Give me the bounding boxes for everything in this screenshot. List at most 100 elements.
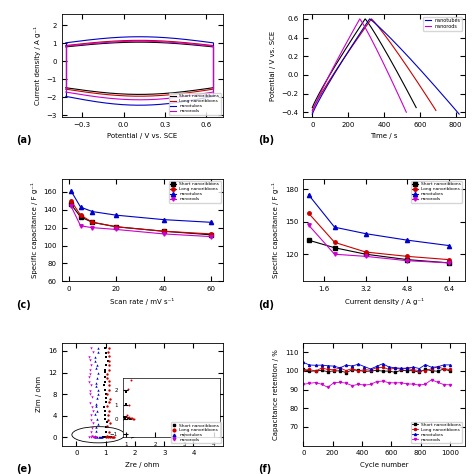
Text: (e): (e) [17,464,32,474]
Y-axis label: Specific capacitance / F g⁻¹: Specific capacitance / F g⁻¹ [31,182,38,278]
Point [102,428,110,436]
Point [85,379,92,386]
Point [101,368,109,376]
Point [105,386,112,393]
Point [104,416,111,424]
Point [87,411,94,419]
Point [92,400,100,408]
Point [100,433,107,440]
Point [105,357,113,365]
Legend: Short nanoribbons, Long nanoribbons, nanotubes, nanorods: Short nanoribbons, Long nanoribbons, nan… [169,93,220,115]
Point [91,410,99,418]
Point [101,407,109,415]
Point [105,428,113,436]
X-axis label: Zre / ohm: Zre / ohm [125,462,159,468]
Point [107,434,114,441]
Point [101,433,109,441]
Point [86,371,94,378]
Point [88,361,95,369]
Point [103,418,110,426]
Point [102,390,109,398]
Point [89,433,97,440]
Point [93,407,101,415]
Point [102,353,109,361]
Point [106,395,114,402]
Point [101,416,109,423]
Point [92,379,100,386]
Point [92,423,100,431]
Point [91,432,99,440]
Point [92,428,100,435]
Point [107,419,114,427]
Point [104,348,111,356]
Point [91,433,99,441]
Point [92,365,100,372]
Text: (d): (d) [258,300,274,310]
Point [94,394,101,401]
Legend: nanotubes, nanorods: nanotubes, nanorods [423,17,462,30]
Point [94,420,102,428]
Y-axis label: Specific capacitance / F g⁻¹: Specific capacitance / F g⁻¹ [273,182,280,278]
X-axis label: Scan rate / mV s⁻¹: Scan rate / mV s⁻¹ [110,298,174,305]
X-axis label: Current density / A g⁻¹: Current density / A g⁻¹ [345,298,423,305]
Point [95,433,102,440]
Point [86,356,94,364]
Point [103,370,111,377]
Point [107,433,114,440]
Point [102,349,109,357]
Point [93,362,100,369]
Point [100,381,108,389]
Point [94,386,101,394]
Point [87,387,94,394]
Point [88,393,95,401]
Point [85,433,92,440]
Point [105,433,112,440]
Legend: Short nanoribbons, Long nanoribbons, nanotubes, nanorods: Short nanoribbons, Long nanoribbons, nan… [411,181,462,202]
Point [89,349,96,356]
Point [103,432,111,439]
Point [106,433,114,441]
Point [105,366,113,374]
Point [91,433,99,440]
Point [86,366,93,374]
Point [94,390,102,398]
X-axis label: Cycle number: Cycle number [360,462,408,468]
Point [104,357,111,365]
Point [87,399,94,407]
Point [91,353,99,361]
Point [102,433,110,440]
Point [91,433,98,441]
Point [105,344,112,352]
Legend: Short nanoribbons, Long nanoribbons, nanotubes, nanorods: Short nanoribbons, Long nanoribbons, nan… [169,181,220,202]
Text: (f): (f) [258,464,272,474]
Point [94,348,101,356]
Point [92,402,100,410]
Point [88,403,96,410]
Y-axis label: Potential / V vs. SCE: Potential / V vs. SCE [270,30,276,100]
Point [104,423,111,430]
Legend: Short nanoribbons, Long nanoribbons, nanotubes, nanorods: Short nanoribbons, Long nanoribbons, nan… [411,421,462,443]
Point [106,377,113,384]
Point [108,433,116,441]
Point [105,382,113,389]
Point [109,433,117,441]
Point [87,433,95,440]
Point [105,362,113,369]
Point [106,408,113,415]
Point [101,366,109,374]
Point [101,387,109,394]
Point [85,353,93,360]
Point [102,398,109,406]
Point [88,424,95,432]
X-axis label: Potential / V vs. SCE: Potential / V vs. SCE [107,133,177,139]
Point [93,433,100,440]
Point [87,382,95,389]
Point [95,344,102,352]
Point [98,433,105,441]
Point [101,411,109,419]
Y-axis label: Current density / A g⁻¹: Current density / A g⁻¹ [34,26,41,105]
Y-axis label: Zim / ohm: Zim / ohm [36,376,42,412]
Point [104,411,112,419]
Point [92,434,100,441]
Point [85,374,93,381]
